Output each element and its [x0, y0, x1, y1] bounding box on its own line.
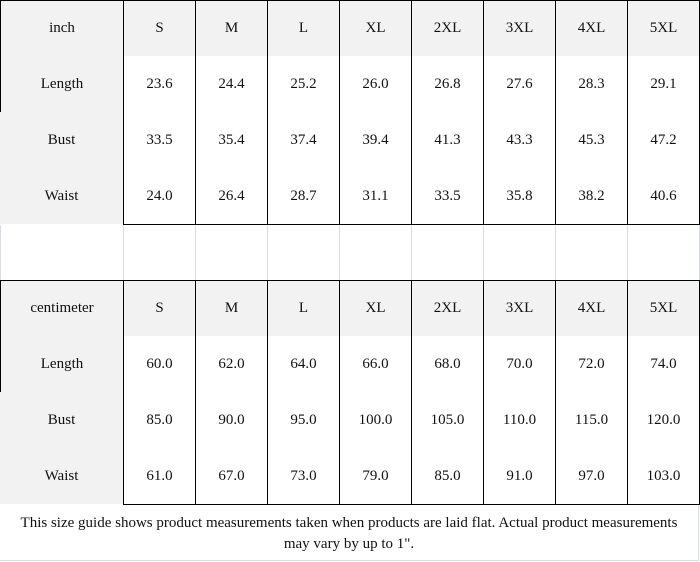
measurement-cell: 35.4: [195, 112, 268, 169]
unit-header: centimeter: [0, 280, 124, 337]
spacer-cell: [555, 225, 628, 280]
spacer-cell: [195, 225, 268, 280]
spacer-cell: [123, 225, 196, 280]
measurement-cell: 120.0: [627, 392, 700, 449]
measurement-cell: 90.0: [195, 392, 268, 449]
size-header: XL: [339, 0, 412, 57]
spacer-cell: [339, 225, 412, 280]
measurement-cell: 100.0: [339, 392, 412, 449]
measurement-cell: 28.7: [267, 168, 340, 225]
size-header: L: [267, 280, 340, 337]
measurement-cell: 35.8: [483, 168, 556, 225]
size-header: M: [195, 280, 268, 337]
size-header: XL: [339, 280, 412, 337]
measurement-cell: 26.8: [411, 56, 484, 113]
measurement-cell: 26.4: [195, 168, 268, 225]
measurement-cell: 61.0: [123, 448, 196, 505]
measurement-cell: 74.0: [627, 336, 700, 393]
measurement-cell: 115.0: [555, 392, 628, 449]
measurement-cell: 95.0: [267, 392, 340, 449]
size-header: 2XL: [411, 280, 484, 337]
size-header: M: [195, 0, 268, 57]
row-label-length: Length: [0, 56, 124, 113]
measurement-cell: 105.0: [411, 392, 484, 449]
measurement-cell: 47.2: [627, 112, 700, 169]
size-header: S: [123, 0, 196, 57]
measurement-cell: 110.0: [483, 392, 556, 449]
measurement-cell: 62.0: [195, 336, 268, 393]
measurement-cell: 31.1: [339, 168, 412, 225]
spacer-cell: [483, 225, 556, 280]
measurement-cell: 72.0: [555, 336, 628, 393]
measurement-cell: 29.1: [627, 56, 700, 113]
measurement-cell: 45.3: [555, 112, 628, 169]
measurement-cell: 25.2: [267, 56, 340, 113]
measurement-cell: 41.3: [411, 112, 484, 169]
size-header: S: [123, 280, 196, 337]
unit-header: inch: [0, 0, 124, 57]
measurement-cell: 67.0: [195, 448, 268, 505]
spacer-cell: [627, 225, 700, 280]
measurement-cell: 24.4: [195, 56, 268, 113]
size-header: 4XL: [555, 280, 628, 337]
row-label-bust: Bust: [0, 112, 124, 168]
size-header: 3XL: [483, 0, 556, 57]
measurement-cell: 23.6: [123, 56, 196, 113]
measurement-cell: 103.0: [627, 448, 700, 505]
size-header: 3XL: [483, 280, 556, 337]
measurement-cell: 33.5: [123, 112, 196, 169]
measurement-cell: 68.0: [411, 336, 484, 393]
measurement-cell: 37.4: [267, 112, 340, 169]
measurement-cell: 73.0: [267, 448, 340, 505]
measurement-cell: 64.0: [267, 336, 340, 393]
measurement-cell: 26.0: [339, 56, 412, 113]
measurement-cell: 27.6: [483, 56, 556, 113]
measurement-cell: 38.2: [555, 168, 628, 225]
measurement-cell: 85.0: [411, 448, 484, 505]
row-label-waist: Waist: [0, 168, 124, 224]
size-header: 4XL: [555, 0, 628, 57]
measurement-cell: 33.5: [411, 168, 484, 225]
size-header: L: [267, 0, 340, 57]
measurement-cell: 91.0: [483, 448, 556, 505]
size-header: 2XL: [411, 0, 484, 57]
size-header: 5XL: [627, 280, 700, 337]
measurement-cell: 40.6: [627, 168, 700, 225]
row-label-bust: Bust: [0, 392, 124, 448]
size-guide-note: This size guide shows product measuremen…: [0, 504, 699, 561]
measurement-cell: 43.3: [483, 112, 556, 169]
row-label-length: Length: [0, 336, 124, 393]
measurement-cell: 66.0: [339, 336, 412, 393]
measurement-cell: 28.3: [555, 56, 628, 113]
measurement-cell: 24.0: [123, 168, 196, 225]
measurement-cell: 39.4: [339, 112, 412, 169]
measurement-cell: 79.0: [339, 448, 412, 505]
measurement-cell: 70.0: [483, 336, 556, 393]
spacer-cell: [411, 225, 484, 280]
measurement-cell: 85.0: [123, 392, 196, 449]
size-header: 5XL: [627, 0, 700, 57]
measurement-cell: 60.0: [123, 336, 196, 393]
spacer-cell: [267, 225, 340, 280]
row-label-waist: Waist: [0, 448, 124, 504]
measurement-cell: 97.0: [555, 448, 628, 505]
spacer-cell: [0, 225, 124, 280]
